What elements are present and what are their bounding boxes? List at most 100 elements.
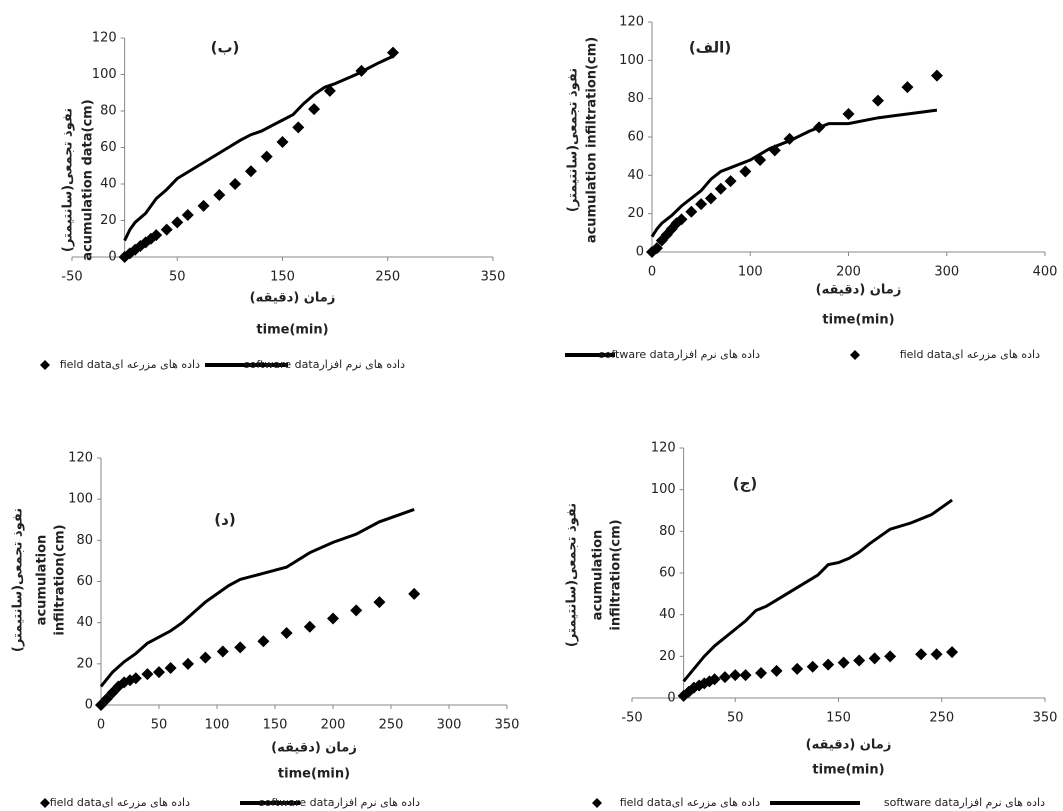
x-tick-label: 250 [929,711,954,726]
x-tick-label: 250 [375,270,400,285]
legend-label: داده های مزرعه ایfield data [620,796,760,809]
x-tick-label: 0 [648,265,656,280]
field-point [181,209,194,222]
x-tick-label: 50 [151,718,168,733]
field-point [714,182,727,195]
y-tick-label: 20 [100,213,117,228]
field-point [373,596,386,609]
x-tick-label: 200 [321,718,346,733]
field-point [350,604,363,617]
chart-title: (ب) [211,39,240,57]
legend-label: داده های نرم افزارsoftware data [259,796,420,809]
field-point [244,165,257,178]
chart-panel: 0 100 200 300 400 0 20 40 60 80 100 120 (الف) نفوذ تج… [565,15,1057,361]
software-line [682,498,953,683]
x-tick-label: 150 [270,270,295,285]
x-tick-label: 350 [1033,711,1058,726]
y-tick-label: 60 [627,130,644,145]
chart-panel: -50 50 150 250 350 0 20 40 60 80 100 120 (ب) نفوذ تجم… [40,31,505,371]
legend-label: داده های مزرعه ایfield data [60,358,200,371]
y-axis-label: نفوذ تجمعی(سانتیمتر) [61,108,76,252]
field-point [930,648,943,661]
y-axis-label: infiltration(cm) [53,524,68,635]
y-tick-label: 60 [659,566,676,581]
field-point [150,229,163,242]
field-point [842,108,855,120]
y-tick-label: 20 [659,649,676,664]
x-axis-label: زمان (دقیقه) [271,741,357,756]
field-point [871,94,884,107]
software-line [650,108,938,238]
legend-marker [40,798,50,808]
field-point [739,165,752,178]
y-tick-label: 60 [100,140,117,155]
y-axis-label: نفوذ تجمعی(سانتیمتر) [565,503,580,647]
x-axis-label: زمان (دقیقه) [806,738,892,753]
field-point [915,648,928,661]
y-tick-label: 120 [619,15,644,30]
field-point [946,646,959,659]
field-point [729,669,742,682]
field-point [868,652,881,665]
field-point [930,69,943,82]
y-tick-label: 120 [92,31,117,46]
field-point [806,660,819,673]
field-point [292,121,305,134]
chart-title: (ج) [733,475,758,493]
x-axis-label: time(min) [278,767,350,782]
field-point [308,103,321,116]
field-point [171,216,184,229]
legend-marker [592,798,602,808]
x-tick-label: -50 [621,711,642,726]
field-point [141,668,154,681]
field-point [257,635,270,648]
x-tick-label: 150 [826,711,851,726]
y-tick-label: 100 [92,67,117,82]
legend-label: داده های مزرعه ایfield data [50,796,190,809]
y-tick-label: 40 [76,615,93,630]
x-tick-label: 50 [169,270,186,285]
field-point [387,46,400,59]
field-point [837,656,850,669]
x-tick-label: 350 [495,718,520,733]
field-point [822,658,835,671]
x-axis-label: time(min) [256,323,328,338]
x-tick-label: 100 [738,265,763,280]
field-point [260,150,273,163]
y-axis-label: نفوذ تجمعی(سانتیمتر) [566,68,581,212]
y-tick-label: 60 [76,574,93,589]
software-line [99,508,415,688]
x-tick-label: 250 [379,718,404,733]
field-point [276,136,289,149]
chart-title: (الف) [689,39,731,57]
x-axis-label: time(min) [812,763,884,778]
y-tick-label: 0 [636,245,644,260]
field-point [408,587,421,600]
field-point [675,213,688,226]
y-axis-label: acumulation [35,535,50,626]
x-tick-label: 50 [727,711,744,726]
field-point [884,650,897,663]
field-point [770,664,783,677]
legend-label: داده های نرم افزارsoftware data [884,796,1045,809]
field-point [280,626,293,639]
field-point [216,645,229,658]
chart-title: (د) [214,511,235,529]
y-tick-label: 100 [651,482,676,497]
y-tick-label: 0 [667,691,675,706]
y-tick-label: 100 [68,492,93,507]
x-tick-label: 100 [205,718,230,733]
field-point [695,198,708,211]
x-tick-label: 0 [97,718,105,733]
x-tick-label: 300 [934,265,959,280]
software-line [123,54,394,242]
y-tick-label: 20 [627,206,644,221]
x-tick-label: -50 [61,270,82,285]
field-point [791,662,804,675]
y-tick-label: 80 [100,104,117,119]
y-tick-label: 40 [659,607,676,622]
y-axis-label: acumulation data(cm) [81,99,96,260]
field-point [724,175,737,188]
legend-marker [40,360,50,370]
